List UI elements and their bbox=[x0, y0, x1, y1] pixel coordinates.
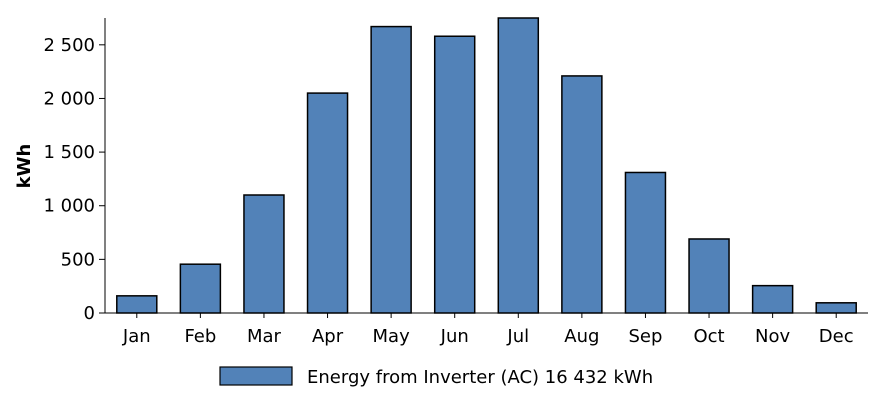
bar-nov bbox=[751, 284, 794, 314]
x-tick-label: Jan bbox=[122, 326, 151, 347]
bar-dec bbox=[815, 302, 857, 314]
legend-swatch bbox=[219, 366, 293, 386]
bar-aug bbox=[561, 75, 603, 314]
y-axis: 0 500 1 000 1 500 2 000 2 500 kWh bbox=[14, 18, 106, 324]
y-tick-label: 2 500 bbox=[43, 35, 95, 56]
x-tick-label: Sep bbox=[628, 326, 662, 347]
x-tick-label: Mar bbox=[247, 326, 282, 347]
x-ticks: Jan Feb Mar Apr May Jun Jul Aug Sep Oct Nov Dec bbox=[122, 313, 854, 347]
y-tick-label: 1 500 bbox=[43, 142, 95, 163]
y-axis-label: kWh bbox=[14, 144, 35, 189]
bar-jan bbox=[116, 295, 158, 314]
x-tick-label: Nov bbox=[755, 326, 790, 347]
y-ticks: 0 500 1 000 1 500 2 000 2 500 bbox=[43, 35, 105, 324]
x-tick-label: Jun bbox=[440, 326, 469, 347]
bar-jun bbox=[433, 35, 476, 314]
bar-apr bbox=[306, 92, 349, 314]
legend-label: Energy from Inverter (AC) 16 432 kWh bbox=[307, 367, 653, 388]
x-tick-label: Dec bbox=[819, 326, 854, 347]
legend: Energy from Inverter (AC) 16 432 kWh bbox=[219, 366, 653, 388]
x-tick-label: Feb bbox=[184, 326, 216, 347]
x-tick-label: Oct bbox=[693, 326, 724, 347]
bar-feb bbox=[179, 263, 222, 314]
bar-mar bbox=[243, 194, 285, 314]
x-axis: Jan Feb Mar Apr May Jun Jul Aug Sep Oct Nov Dec bbox=[105, 312, 868, 347]
y-tick-label: 2 000 bbox=[43, 88, 95, 109]
bar-series bbox=[116, 17, 857, 314]
bar-may bbox=[370, 25, 412, 314]
bar-jul bbox=[497, 17, 540, 314]
y-tick-label: 0 bbox=[84, 303, 95, 324]
bar-sep bbox=[624, 171, 667, 314]
y-tick-label: 500 bbox=[61, 249, 95, 270]
bar-oct bbox=[688, 238, 730, 314]
x-tick-label: Apr bbox=[312, 326, 344, 347]
x-tick-label: Aug bbox=[564, 326, 599, 347]
x-tick-label: Jul bbox=[506, 326, 529, 347]
y-tick-label: 1 000 bbox=[43, 196, 95, 217]
x-tick-label: May bbox=[373, 326, 411, 347]
